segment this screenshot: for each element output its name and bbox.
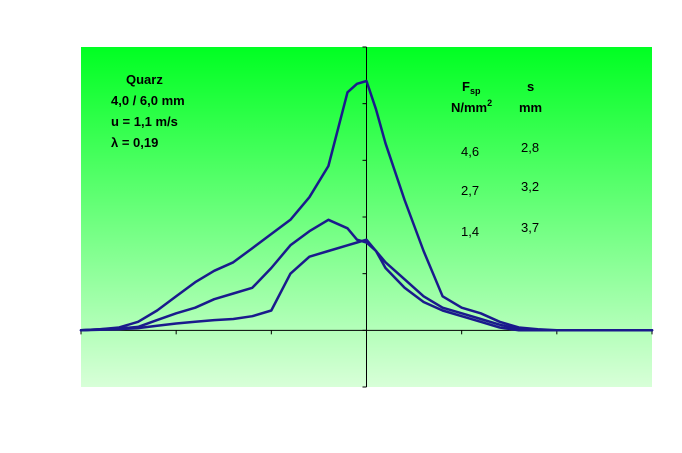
table-unit-f: N/mm2 bbox=[451, 98, 492, 115]
annotation-size: 4,0 / 6,0 mm bbox=[111, 93, 185, 108]
series-line-3 bbox=[79, 238, 654, 332]
table-cell-s-3: 3,7 bbox=[521, 220, 539, 235]
annotation-material: Quarz bbox=[126, 72, 163, 87]
table-cell-s-2: 3,2 bbox=[521, 179, 539, 194]
table-cell-f-2: 2,7 bbox=[461, 183, 479, 198]
annotation-block: Quarz 4,0 / 6,0 mm u = 1,1 m/s λ = 0,19 bbox=[111, 72, 185, 150]
table-header-f: Fsp bbox=[462, 79, 481, 96]
table-header-f-main: F bbox=[462, 79, 470, 94]
results-table: Fsp N/mm2 s mm 4,6 2,8 2,7 3,2 1,4 3,7 bbox=[451, 79, 542, 239]
table-unit-f-main: N/mm bbox=[451, 100, 487, 115]
annotation-velocity: u = 1,1 m/s bbox=[111, 114, 178, 129]
annotation-lambda: λ = 0,19 bbox=[111, 135, 158, 150]
table-unit-s: mm bbox=[519, 100, 542, 115]
table-unit-f-sup: 2 bbox=[487, 98, 492, 108]
table-header-s: s bbox=[527, 79, 534, 94]
series-group bbox=[79, 79, 654, 332]
table-cell-f-1: 4,6 bbox=[461, 144, 479, 159]
table-header-f-sub: sp bbox=[470, 86, 481, 96]
table-cell-f-3: 1,4 bbox=[461, 224, 479, 239]
table-cell-s-1: 2,8 bbox=[521, 140, 539, 155]
